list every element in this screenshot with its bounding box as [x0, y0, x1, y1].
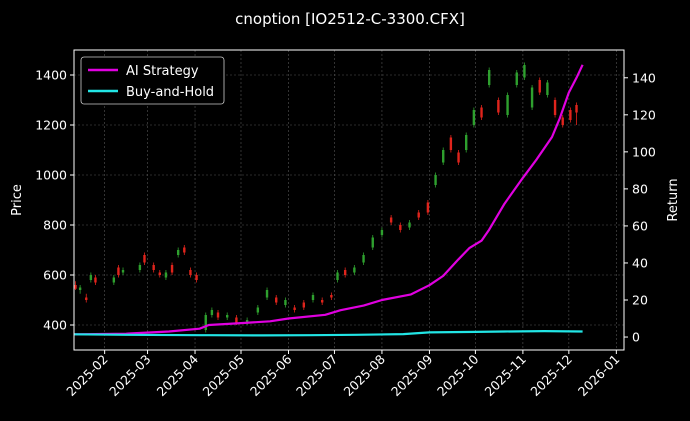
candle-body: [449, 137, 453, 150]
candle-body: [569, 110, 572, 120]
candle-body: [330, 295, 333, 298]
candle-body: [117, 267, 120, 275]
candle-body: [170, 265, 174, 273]
y-tick-right-label: 140: [632, 70, 656, 85]
candle-body: [530, 87, 534, 108]
candle-body: [408, 222, 411, 228]
candle-body: [121, 270, 125, 273]
candle-body: [138, 265, 142, 270]
candle-body: [389, 217, 393, 223]
legend-label-buy-and-hold: Buy-and-Hold: [126, 85, 214, 100]
candle-body: [245, 320, 249, 323]
plot-frame: [73, 49, 625, 351]
y-tick-right-label: 80: [632, 181, 648, 196]
candle-body: [210, 310, 214, 315]
candle-body: [472, 110, 476, 125]
legend: AI Strategy Buy-and-Hold: [80, 56, 225, 105]
y-tick-left-label: 1400: [35, 68, 67, 83]
y-tick-left-label: 800: [43, 218, 67, 233]
candle-body: [523, 65, 526, 78]
candle-body: [74, 285, 77, 289]
series-line-buy-and-hold: [73, 330, 583, 337]
candle-body: [293, 307, 296, 310]
candle-body: [353, 267, 356, 273]
candle-body: [417, 212, 420, 218]
candle-body: [575, 105, 578, 113]
candle-body: [515, 72, 518, 85]
candle-body: [78, 287, 82, 290]
candle-body: [275, 297, 278, 303]
candle-body: [343, 270, 347, 275]
candle-body: [195, 275, 198, 280]
candle-body: [265, 290, 269, 298]
candle-body: [183, 247, 186, 253]
candle-body: [399, 225, 402, 230]
y-tick-left-label: 400: [43, 318, 67, 333]
candle-body: [89, 275, 93, 280]
candle-body: [235, 317, 238, 323]
candle-body: [506, 95, 509, 115]
candle-body: [320, 300, 324, 303]
candle-body: [538, 80, 541, 93]
candle-body: [158, 272, 161, 275]
candle-body: [546, 82, 549, 95]
candle-body: [85, 297, 88, 300]
candle-body: [434, 175, 437, 185]
y-axis-label-left: Price: [10, 184, 25, 216]
legend-label-ai-strategy: AI Strategy: [126, 64, 199, 79]
y-axis-label-right: Return: [666, 178, 681, 221]
candle-body: [362, 255, 365, 263]
candle-body: [164, 272, 168, 278]
candle-body: [284, 300, 287, 305]
y-tick-right-label: 20: [632, 293, 648, 308]
candle-body: [336, 272, 339, 280]
y-tick-right-label: 120: [632, 107, 656, 122]
candle-body: [189, 270, 192, 275]
candle-body: [457, 152, 460, 163]
candle-body: [112, 277, 116, 283]
candle-body: [216, 312, 220, 318]
candle-body: [561, 117, 564, 125]
candle-body: [371, 237, 374, 248]
series-lines: [73, 64, 584, 337]
y-tick-right-label: 0: [632, 330, 640, 345]
candle-body: [497, 100, 500, 113]
y-tick-left-label: 600: [43, 268, 67, 283]
candle-body: [302, 302, 306, 308]
y-tick-right-label: 60: [632, 218, 648, 233]
y-tick-left-label: 1000: [35, 168, 67, 183]
y-tick-right-label: 100: [632, 144, 656, 159]
candle-body: [176, 250, 180, 255]
y-tick-right-label: 40: [632, 255, 648, 270]
candle-body: [442, 150, 445, 163]
candle-body: [226, 315, 229, 318]
candle-body: [465, 135, 468, 150]
series-line-ai-strategy: [73, 64, 584, 336]
candle-body: [143, 255, 146, 263]
candle-body: [152, 265, 155, 270]
candle-body: [380, 230, 384, 235]
candle-body: [553, 100, 557, 115]
candle-body: [487, 70, 491, 85]
chart-title: cnoption [IO2512-C-3300.CFX]: [235, 10, 465, 28]
candle-body: [256, 307, 260, 313]
candle-body: [204, 315, 207, 330]
y-tick-left-label: 1200: [35, 118, 67, 133]
candle-body: [426, 202, 430, 213]
candle-body: [311, 295, 315, 300]
candle-body: [94, 277, 97, 283]
candle-body: [480, 107, 483, 118]
candlesticks: [74, 62, 578, 333]
